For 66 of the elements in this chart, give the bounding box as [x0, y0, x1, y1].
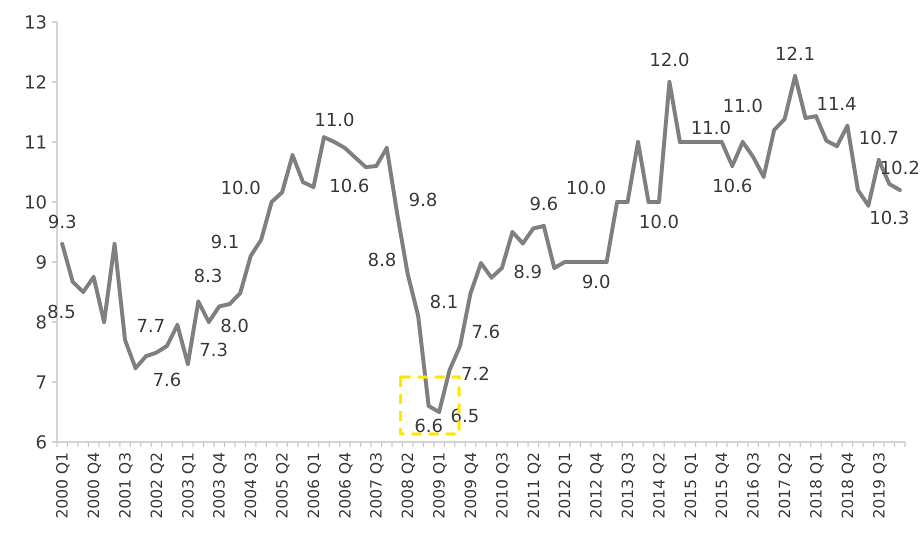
data-label: 8.5 — [47, 302, 76, 323]
data-label: 6.6 — [414, 416, 443, 437]
y-tick-label: 13 — [24, 12, 47, 34]
y-tick-label: 9 — [36, 252, 47, 274]
x-tick-label: 2012 Q1 — [556, 452, 574, 518]
data-label: 8.3 — [194, 266, 222, 287]
x-tick-label: 2006 Q1 — [304, 452, 323, 518]
data-label: 7.6 — [471, 322, 500, 343]
data-label: 12.0 — [649, 50, 690, 71]
y-tick-label: 12 — [24, 72, 47, 94]
data-label: 7.3 — [199, 340, 228, 361]
x-tick-label: 2017 Q2 — [776, 452, 794, 518]
data-label: 8.0 — [220, 316, 249, 337]
x-tick-label: 2000 Q4 — [85, 452, 104, 518]
data-label: 11.0 — [722, 96, 763, 117]
data-label: 7.7 — [136, 316, 166, 337]
data-label: 9.0 — [582, 272, 610, 293]
x-tick-label: 2003 Q4 — [210, 452, 229, 518]
x-tick-label: 2009 Q4 — [462, 452, 480, 518]
x-tick-label: 2008 Q2 — [399, 452, 418, 518]
x-tick-label: 2002 Q2 — [148, 452, 166, 518]
data-label: 9.6 — [529, 194, 558, 215]
data-label: 11.4 — [816, 94, 857, 115]
x-tick-label: 2016 Q3 — [744, 452, 763, 518]
data-label: 10.0 — [638, 212, 680, 233]
y-tick-label: 8 — [36, 312, 47, 334]
y-tick-label: 10 — [24, 192, 47, 214]
y-tick-label: 7 — [36, 372, 47, 394]
data-label: 10.6 — [329, 176, 370, 197]
x-tick-label: 2011 Q2 — [524, 452, 543, 518]
x-tick-label: 2018 Q4 — [838, 452, 857, 518]
data-label: 9.1 — [210, 232, 240, 253]
x-tick-label: 2015 Q4 — [713, 452, 732, 518]
data-label: 9.3 — [48, 212, 77, 233]
x-tick-label: 2003 Q1 — [179, 452, 198, 518]
x-tick-label: 2013 Q3 — [618, 452, 637, 518]
data-label: 7.2 — [461, 364, 490, 385]
data-label: 8.1 — [430, 292, 458, 313]
x-tick-label: 2019 Q3 — [870, 452, 888, 518]
data-label: 10.0 — [566, 178, 606, 199]
x-tick-label: 2015 Q1 — [682, 452, 700, 518]
x-tick-label: 2006 Q4 — [336, 452, 354, 518]
data-label: 7.6 — [152, 370, 182, 391]
data-label: 10.3 — [869, 208, 910, 229]
x-tick-label: 2018 Q1 — [807, 452, 826, 518]
data-label: 12.1 — [775, 44, 816, 65]
x-tick-label: 2010 Q3 — [493, 452, 512, 518]
data-label: 6.5 — [450, 406, 480, 427]
x-tick-label: 2005 Q2 — [274, 452, 292, 518]
data-label: 11.0 — [690, 118, 731, 139]
data-label: 8.8 — [368, 250, 396, 271]
y-tick-label: 11 — [24, 132, 47, 154]
data-label: 11.0 — [314, 110, 354, 131]
x-tick-label: 2001 Q3 — [116, 452, 134, 518]
data-label: 10.0 — [220, 178, 261, 199]
x-tick-label: 2000 Q1 — [54, 452, 72, 518]
x-tick-label: 2014 Q2 — [650, 452, 668, 518]
x-tick-label: 2012 Q4 — [588, 452, 606, 518]
data-label: 8.9 — [513, 262, 542, 283]
data-label: 10.6 — [712, 176, 752, 197]
x-tick-label: 2009 Q1 — [430, 452, 449, 518]
y-tick-label: 6 — [36, 432, 47, 454]
x-tick-label: 2007 Q3 — [368, 452, 386, 518]
data-label: 10.7 — [858, 128, 899, 149]
data-label: 9.8 — [408, 190, 438, 211]
x-tick-label: 2004 Q3 — [242, 452, 260, 518]
